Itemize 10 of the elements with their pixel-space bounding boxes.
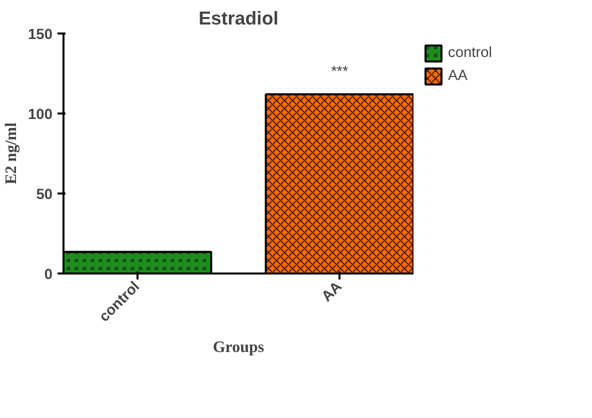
- y-tick-label: 50: [36, 187, 53, 203]
- y-axis-title: E2 ng/ml: [3, 122, 20, 184]
- annotation: ***: [331, 64, 349, 80]
- chart-title: Estradiol: [198, 8, 278, 28]
- x-axis-title: Groups: [212, 338, 264, 356]
- legend-label: AA: [448, 68, 468, 84]
- y-tick-label: 100: [28, 107, 53, 123]
- y-tick-label: 0: [44, 267, 53, 283]
- y-tick-label: 150: [28, 27, 53, 43]
- legend-label: control: [448, 45, 492, 61]
